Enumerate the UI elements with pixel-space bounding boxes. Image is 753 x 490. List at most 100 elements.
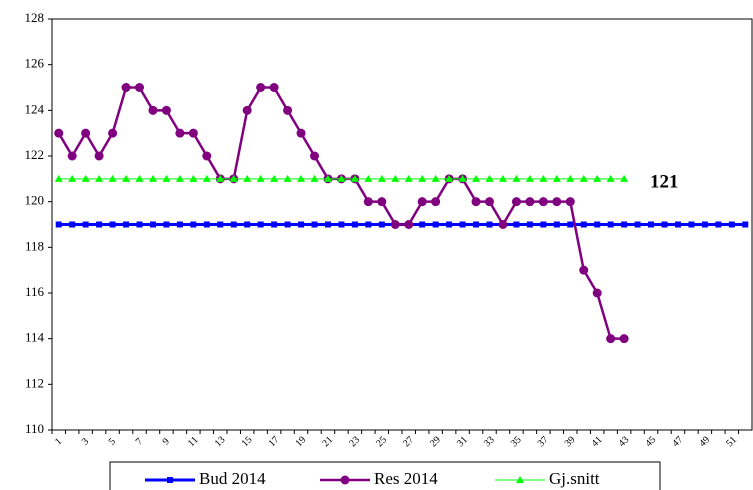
data-point: [715, 221, 722, 228]
data-point: [553, 221, 560, 228]
data-point: [445, 174, 454, 182]
data-point: [404, 220, 414, 229]
legend-box: [109, 461, 661, 490]
annotation: 121: [650, 171, 679, 192]
data-point: [337, 174, 346, 182]
data-point: [217, 221, 224, 228]
x-tick-label: 7: [134, 436, 145, 447]
data-point: [284, 221, 291, 228]
data-point: [552, 174, 561, 182]
data-point: [188, 128, 198, 138]
x-tick-label: 35: [509, 434, 524, 449]
data-point: [580, 221, 587, 228]
data-point: [512, 174, 521, 182]
data-point: [606, 174, 615, 182]
data-point: [485, 174, 494, 182]
x-tick-label: 25: [374, 434, 389, 449]
data-point: [244, 221, 251, 228]
data-point: [511, 197, 521, 207]
data-point: [82, 221, 89, 228]
data-point: [94, 151, 104, 161]
legend-label: Res 2014: [374, 469, 438, 488]
data-point: [190, 221, 197, 228]
data-point: [472, 174, 481, 182]
x-tick-label: 41: [590, 434, 605, 449]
data-point: [621, 221, 628, 228]
y-tick-label: 124: [25, 101, 45, 116]
data-point: [471, 197, 481, 207]
data-point: [417, 197, 427, 207]
x-tick-label: 47: [670, 434, 685, 449]
data-point: [391, 174, 400, 182]
data-point: [175, 128, 185, 138]
data-point: [311, 221, 318, 228]
data-point: [148, 174, 157, 182]
data-point: [365, 221, 372, 228]
data-point: [498, 174, 507, 182]
data-point: [122, 174, 131, 182]
y-tick-label: 128: [25, 10, 45, 25]
data-point: [149, 221, 156, 228]
data-point: [297, 174, 306, 182]
y-tick-label: 120: [25, 193, 45, 208]
data-point: [458, 174, 467, 182]
data-point: [742, 221, 749, 228]
data-point: [121, 83, 131, 92]
data-point: [135, 83, 144, 92]
data-point: [620, 174, 629, 182]
data-point: [431, 197, 441, 207]
series-line: [57, 86, 625, 340]
data-point: [108, 174, 117, 182]
x-tick-label: 37: [536, 434, 551, 449]
x-tick-label: 43: [617, 434, 632, 449]
data-point: [162, 174, 171, 182]
data-point: [54, 174, 63, 182]
data-point: [296, 128, 306, 138]
x-tick-label: 11: [186, 435, 201, 450]
data-point: [202, 174, 211, 182]
data-point: [135, 174, 144, 182]
data-point: [594, 221, 601, 228]
x-tick-label: 39: [563, 434, 578, 449]
data-point: [593, 174, 602, 182]
data-point: [229, 174, 238, 182]
data-point: [419, 221, 426, 228]
data-point: [108, 128, 118, 138]
x-tick-label: 17: [267, 434, 282, 449]
data-point: [95, 174, 104, 182]
data-point: [364, 174, 373, 182]
legend-marker: [516, 476, 524, 483]
x-tick-label: 49: [697, 434, 712, 449]
data-point: [256, 174, 265, 182]
data-point: [377, 174, 386, 182]
data-point: [525, 174, 534, 182]
data-point: [256, 83, 266, 92]
data-point: [473, 221, 480, 228]
x-tick-label: 27: [401, 434, 416, 449]
data-point: [81, 174, 90, 182]
data-point: [525, 197, 535, 207]
data-point: [607, 221, 614, 228]
data-point: [216, 174, 225, 182]
legend-marker: [167, 477, 173, 483]
x-tick-label: 31: [455, 434, 470, 449]
data-point: [323, 174, 332, 182]
data-point: [538, 197, 548, 207]
data-point: [269, 83, 279, 92]
data-point: [661, 221, 668, 228]
legend-marker: [340, 475, 350, 485]
x-tick-label: 19: [293, 434, 308, 449]
data-point: [526, 221, 533, 228]
data-point: [324, 221, 331, 228]
data-point: [606, 334, 616, 344]
data-point: [338, 221, 345, 228]
data-point: [701, 221, 708, 228]
data-point: [350, 174, 359, 182]
x-tick-label: 45: [643, 434, 658, 449]
data-point: [283, 105, 293, 115]
data-point: [243, 174, 252, 182]
data-point: [202, 151, 212, 161]
data-point: [432, 221, 439, 228]
data-point: [67, 151, 77, 161]
legend-label: Gj.snitt: [549, 469, 600, 488]
